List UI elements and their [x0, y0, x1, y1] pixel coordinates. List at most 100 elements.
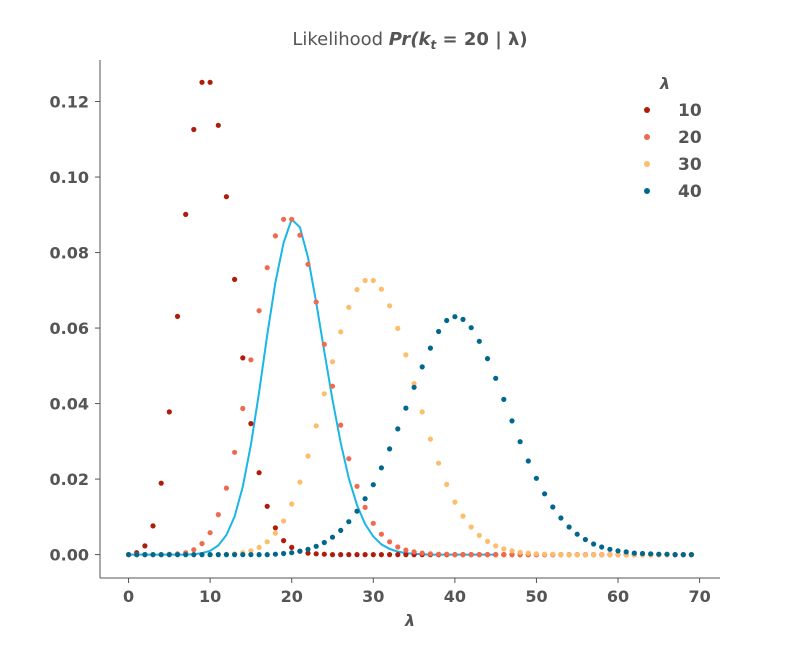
data-point: [321, 341, 327, 347]
y-tick-label: 0.04: [50, 395, 89, 414]
data-point: [615, 552, 621, 558]
data-point: [232, 276, 238, 282]
data-point: [672, 552, 678, 558]
data-point: [150, 523, 156, 529]
y-tick-label: 0.02: [50, 470, 89, 489]
data-point: [582, 552, 589, 558]
data-point: [191, 126, 197, 133]
data-point: [484, 356, 491, 362]
data-point: [452, 552, 458, 558]
data-point: [281, 550, 287, 557]
legend-label: 30: [678, 155, 702, 175]
data-point: [509, 552, 515, 558]
chart-title-math: Pr(k: [389, 29, 432, 50]
data-point: [289, 550, 295, 556]
data-point: [591, 541, 597, 547]
data-point: [436, 460, 442, 466]
data-point: [378, 531, 384, 537]
data-point: [362, 552, 368, 558]
data-point: [207, 552, 213, 558]
y-tick-label: 0.00: [50, 546, 89, 565]
data-point: [329, 534, 336, 540]
data-point: [223, 552, 229, 558]
plot-area: [126, 79, 695, 558]
data-point: [289, 544, 295, 551]
data-point: [297, 548, 303, 554]
data-point: [550, 551, 556, 557]
data-point: [313, 299, 319, 305]
data-point: [354, 508, 360, 514]
data-point: [215, 511, 221, 518]
data-point: [542, 491, 548, 497]
data-point: [599, 544, 605, 550]
data-point: [256, 552, 262, 558]
series-20: [126, 216, 695, 558]
data-point: [525, 458, 531, 464]
data-point: [648, 551, 654, 557]
data-point: [411, 549, 417, 555]
data-point: [452, 314, 458, 320]
x-axis-label: λ: [404, 611, 415, 630]
data-point: [468, 325, 474, 331]
data-point: [207, 79, 213, 85]
data-point: [272, 525, 278, 531]
chart-title: Likelihood Pr(kt = 20 | λ): [292, 29, 527, 52]
data-point: [174, 552, 181, 558]
data-point: [281, 538, 287, 544]
data-point: [256, 308, 262, 314]
data-point: [501, 546, 507, 552]
data-point: [150, 552, 156, 558]
data-point: [460, 513, 466, 519]
data-point: [248, 552, 254, 558]
data-point: [354, 552, 360, 558]
data-point: [574, 552, 580, 558]
data-point: [427, 436, 433, 442]
data-point: [370, 277, 376, 284]
x-ticks: 0 10 20 30 40 50 60 70: [123, 578, 711, 606]
data-point: [346, 519, 352, 525]
data-point: [427, 551, 433, 557]
data-point: [289, 216, 295, 222]
data-point: [533, 551, 540, 557]
data-point: [166, 552, 172, 558]
data-point: [509, 418, 515, 424]
data-point: [313, 551, 319, 557]
data-point: [419, 364, 425, 370]
data-point: [346, 304, 352, 310]
data-point: [338, 527, 344, 534]
data-point: [542, 551, 548, 557]
data-point: [419, 550, 425, 556]
data-point: [460, 552, 466, 558]
data-point: [199, 541, 205, 547]
data-point: [297, 479, 303, 485]
data-point: [501, 552, 507, 558]
data-point: [493, 375, 499, 381]
data-point: [566, 524, 572, 530]
data-point: [199, 79, 205, 85]
data-point: [158, 480, 164, 486]
data-point: [493, 552, 499, 558]
data-point: [444, 551, 450, 557]
data-point: [305, 546, 311, 552]
data-point: [329, 359, 336, 365]
data-point: [509, 548, 515, 554]
x-tick-label: 40: [444, 587, 466, 606]
data-point: [329, 552, 336, 558]
data-point: [264, 552, 270, 558]
data-point: [338, 329, 344, 335]
data-point: [484, 538, 491, 545]
data-point: [256, 544, 262, 551]
chart-title-prefix: Likelihood: [292, 29, 388, 50]
data-point: [599, 552, 605, 558]
legend-label: 20: [678, 128, 702, 148]
data-point: [468, 552, 474, 558]
data-point: [354, 287, 360, 293]
data-point: [403, 552, 409, 558]
data-point: [411, 381, 417, 387]
data-point: [566, 552, 572, 558]
legend-title: λ: [659, 74, 670, 93]
data-point: [591, 552, 597, 558]
data-point: [468, 524, 474, 530]
data-point: [387, 303, 393, 309]
